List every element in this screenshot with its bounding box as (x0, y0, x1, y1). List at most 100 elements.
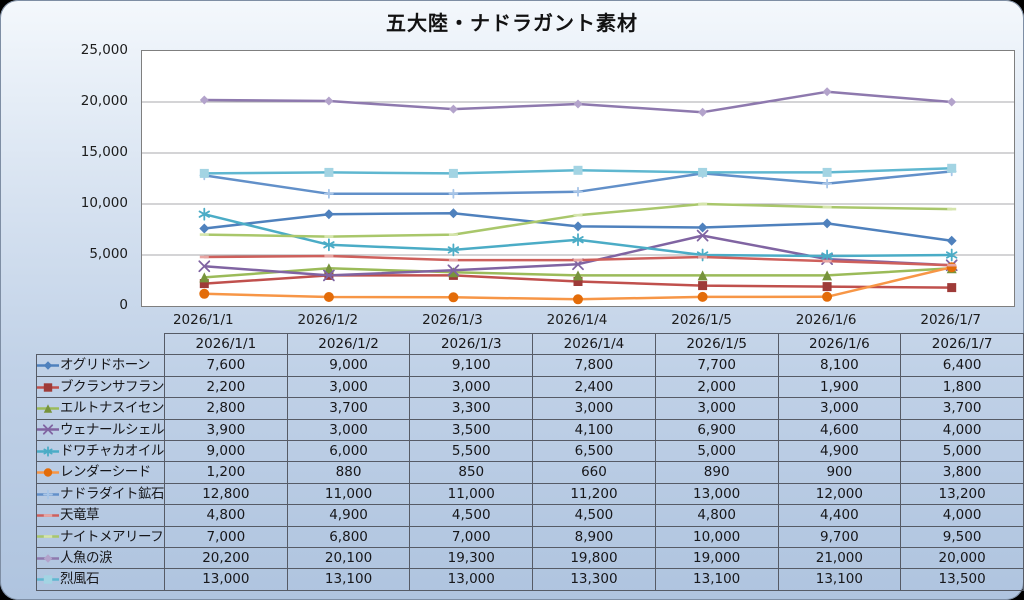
series-line (203, 202, 953, 238)
x-axis-label: 2026/1/2 (297, 312, 359, 328)
series-9 (199, 87, 957, 117)
table-cell: 4,000 (900, 418, 1024, 442)
table-cell: 6,800 (286, 525, 411, 549)
table-cell: 4,800 (654, 504, 779, 527)
table-cell: 9,000 (164, 440, 288, 463)
legend-label: エルトナスイセン (60, 400, 164, 417)
legend-label: ウェナールシェル (60, 421, 164, 438)
table-cell: 7,600 (164, 354, 288, 377)
legend-cell: レンダーシード (36, 461, 165, 484)
table-cell: 4,000 (900, 504, 1024, 527)
legend-key-icon (37, 424, 59, 435)
legend-label: 人魚の涙 (60, 550, 113, 567)
table-row: ナイトメアリーフ 7,000 6,800 7,000 8,900 10,000 9,700 9… (36, 525, 1024, 549)
legend-key-icon (37, 361, 59, 370)
series-7 (199, 254, 957, 267)
line-chart (142, 87, 1014, 305)
table-header-cell: 2026/1/4 (532, 332, 656, 356)
table-row: 烈風石 13,000 13,100 13,000 13,300 13,100 13,100 1… (36, 568, 1024, 591)
table-cell: 6,500 (532, 440, 656, 463)
table-row: ブクランサフラン 2,200 3,000 3,000 2,400 2,000 1,900 1,… (36, 375, 1024, 399)
table-cell: 7,800 (532, 354, 656, 377)
legend-key-icon (37, 489, 59, 499)
table-cell: 9,700 (777, 525, 902, 549)
table-row: ナドラダイト鉱石 12,800 11,000 11,000 11,200 13,000 12… (36, 482, 1024, 506)
table-cell: 12,000 (777, 482, 902, 506)
table-cell: 8,900 (532, 525, 656, 549)
table-cell: 3,700 (900, 397, 1024, 420)
table-cell: 13,100 (654, 568, 779, 591)
table-row: 天竜草 4,800 4,900 4,500 4,500 4,800 4,400 4,000 (36, 504, 1024, 527)
legend-label: 烈風石 (60, 571, 100, 588)
legend-label: オグリドホーン (60, 357, 151, 374)
y-axis-label: 10,000 (80, 195, 128, 211)
table-cell: 6,900 (654, 418, 779, 442)
legend-cell: エルトナスイセン (36, 397, 165, 420)
x-axis-label: 2026/1/7 (920, 312, 982, 328)
table-cell: 3,000 (654, 397, 779, 420)
legend-key-icon (37, 468, 59, 477)
table-cell: 6,000 (286, 440, 411, 463)
table-cell: 13,100 (777, 568, 902, 591)
table-row: オグリドホーン 7,600 9,000 9,100 7,800 7,700 8,100 6,4… (36, 354, 1024, 377)
table-cell: 19,800 (532, 547, 656, 570)
table-cell: 2,200 (164, 375, 288, 399)
legend-cell: ナイトメアリーフ (36, 525, 165, 549)
x-axis-label: 2026/1/4 (546, 312, 608, 328)
table-cell: 3,000 (286, 418, 411, 442)
legend-label: レンダーシード (60, 464, 151, 481)
table-cell: 3,000 (409, 375, 534, 399)
table-cell: 13,000 (164, 568, 288, 591)
table-cell: 4,500 (532, 504, 656, 527)
legend-label: ドワチャカオイル (60, 443, 164, 460)
x-axis-label: 2026/1/5 (671, 312, 732, 328)
table-cell: 7,700 (654, 354, 779, 377)
legend-cell: ウェナールシェル (36, 418, 165, 442)
plot-area (141, 50, 1015, 307)
table-header-cell: 2026/1/6 (777, 332, 902, 356)
series-4 (198, 207, 958, 263)
table-cell: 4,500 (409, 504, 534, 527)
table-header-row: 2026/1/1 2026/1/2 2026/1/3 2026/1/4 2026/1/5… (37, 332, 1024, 356)
table-row: 人魚の涙 20,200 20,100 19,300 19,800 19,000 21,000… (36, 547, 1024, 570)
legend-cell: ドワチャカオイル (36, 440, 165, 463)
chart-title: 五大陸・ナドラガント素材 (386, 11, 638, 35)
table-cell: 3,800 (900, 461, 1024, 484)
legend-label: 天竜草 (60, 507, 100, 524)
legend-cell: 天竜草 (36, 504, 165, 527)
legend-label: ナイトメアリーフ (60, 528, 164, 545)
table-row: エルトナスイセン 2,800 3,700 3,300 3,000 3,000 3,000 3,… (36, 397, 1024, 420)
table-cell: 13,200 (900, 482, 1024, 506)
table-corner-cell (37, 334, 165, 355)
table-cell: 7,000 (164, 525, 288, 549)
legend-label: ブクランサフラン (60, 378, 164, 395)
table-cell: 4,100 (532, 418, 656, 442)
table-cell: 2,800 (164, 397, 288, 420)
table-cell: 4,800 (164, 504, 288, 527)
y-axis-label: 5,000 (89, 246, 128, 262)
table-cell: 8,100 (777, 354, 902, 377)
table-cell: 20,000 (900, 547, 1024, 570)
legend-label: ナドラダイト鉱石 (60, 485, 164, 502)
table-cell: 11,200 (532, 482, 656, 506)
table-cell: 13,000 (409, 568, 534, 591)
table-cell: 7,000 (409, 525, 534, 549)
table-cell: 9,100 (409, 354, 534, 377)
table-cell: 3,000 (532, 397, 656, 420)
legend-cell: ブクランサフラン (36, 375, 165, 399)
data-table: 2026/1/1 2026/1/2 2026/1/3 2026/1/4 2026/1/5… (36, 332, 1024, 591)
table-cell: 5,500 (409, 440, 534, 463)
table-header-cell: 2026/1/5 (654, 332, 779, 356)
legend-cell: 人魚の涙 (36, 547, 165, 570)
x-axis-label: 2026/1/1 (172, 312, 234, 328)
table-cell: 9,000 (286, 354, 411, 377)
legend-key-icon (37, 535, 59, 539)
table-cell: 9,500 (900, 525, 1024, 549)
table-cell: 19,300 (409, 547, 534, 570)
table-row: ウェナールシェル 3,900 3,000 3,500 4,100 6,900 4,600 4,… (36, 418, 1024, 442)
table-cell: 660 (532, 461, 656, 484)
table-cell: 880 (286, 461, 411, 484)
table-cell: 5,000 (900, 440, 1024, 463)
table-cell: 13,300 (532, 568, 656, 591)
